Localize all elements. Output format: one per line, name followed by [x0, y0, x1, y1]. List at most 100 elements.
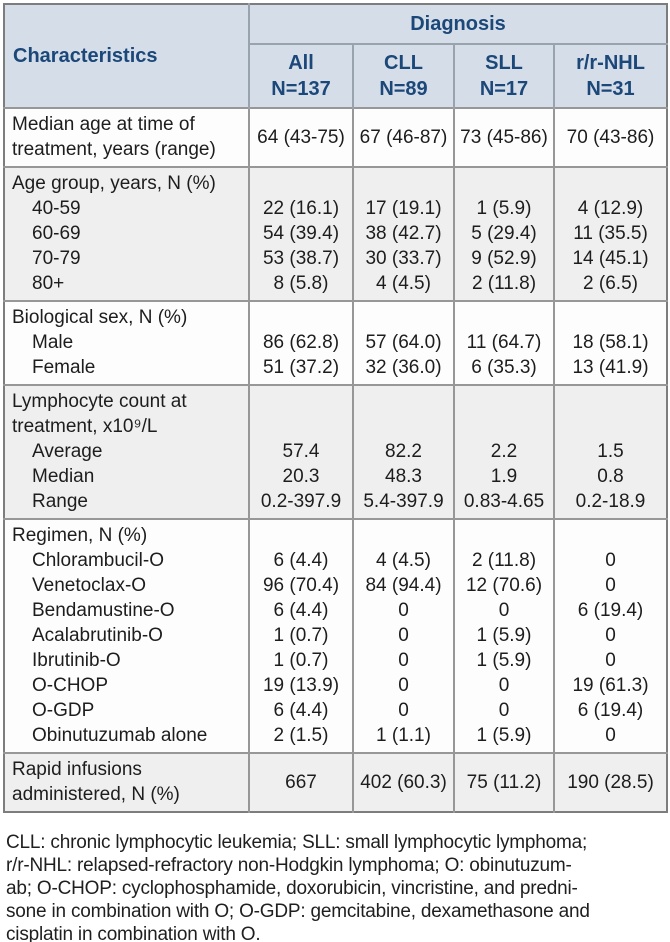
cell-value: 54 (39.4): [248, 221, 353, 246]
table-row: Venetoclax-O 96 (70.4) 84 (94.4) 12 (70.6) 0: [4, 573, 668, 598]
cell-value: 1 (0.7): [248, 623, 353, 648]
cell-value: 38 (42.7): [352, 221, 454, 246]
cell-value: 57 (64.0): [352, 330, 454, 355]
footnote-line: CLL: chronic lymphocytic leukemia; SLL: …: [6, 832, 588, 853]
table-body: Median age at time of treatment, years (…: [4, 107, 668, 812]
cell-value: 6 (4.4): [248, 598, 353, 623]
row-label: Median: [4, 464, 249, 489]
cell-value: 0: [552, 548, 668, 573]
table-row: O-GDP 6 (4.4) 0 0 6 (19.4): [4, 698, 668, 723]
table-row: Acalabrutinib-O 1 (0.7) 0 1 (5.9) 0: [4, 623, 668, 648]
table-row: O-CHOP 19 (13.9) 0 0 19 (61.3): [4, 673, 668, 698]
column-n: N=17: [479, 78, 529, 100]
table-row: 80+ 8 (5.8) 4 (4.5) 2 (11.8) 2 (6.5): [4, 271, 668, 301]
table-row: Obinutuzumab alone 2 (1.5) 1 (1.1) 1 (5.9) 0: [4, 723, 668, 753]
section-label: Age group, years, N (%): [4, 166, 249, 196]
row-label: 40-59: [4, 196, 249, 221]
row-label: Ibrutinib-O: [4, 648, 249, 673]
section-label: Rapid infusions administered, N (%): [4, 752, 249, 812]
table-row: Chlorambucil-O 6 (4.4) 4 (4.5) 2 (11.8) 0: [4, 548, 668, 573]
cell-value: [352, 518, 454, 548]
cell-value: 2 (1.5): [248, 723, 353, 753]
column-header-sll: SLL N=17: [453, 44, 554, 108]
cell-value: 6 (4.4): [248, 698, 353, 723]
cell-value: 96 (70.4): [248, 573, 353, 598]
footnote-line: ab; O-CHOP: cyclophosphamide, doxorubici…: [6, 878, 578, 899]
table-row: Average 57.4 82.2 2.2 1.5: [4, 439, 668, 464]
cell-value: 0: [453, 673, 554, 698]
footnote-line: sone in combination with O; O-GDP: gemci…: [6, 901, 590, 922]
table-row: Male 86 (62.8) 57 (64.0) 11 (64.7) 18 (58.1): [4, 330, 668, 355]
footnote-line: cisplatin in combination with O.: [6, 924, 261, 942]
column-header-diagnosis: Diagnosis: [247, 4, 668, 45]
cell-value: 57.4: [248, 439, 353, 464]
cell-value: 0: [552, 573, 668, 598]
footnote-line: r/r-NHL: relapsed-refractory non-Hodgkin…: [6, 855, 572, 876]
cell-value: 0: [552, 723, 668, 753]
row-label: Male: [4, 330, 249, 355]
row-label: 60-69: [4, 221, 249, 246]
cell-value: 0: [552, 623, 668, 648]
table-row: Range 0.2-397.9 5.4-397.9 0.83-4.65 0.2-18.9: [4, 489, 668, 519]
cell-value: [552, 518, 668, 548]
cell-value: [453, 384, 554, 439]
table-row: Median age at time of treatment, years (…: [4, 107, 668, 167]
column-name: SLL: [485, 52, 523, 74]
cell-value: 5.4-397.9: [352, 489, 454, 519]
cell-value: [552, 300, 668, 330]
cell-value: 19 (61.3): [552, 673, 668, 698]
table-row: Median 20.3 48.3 1.9 0.8: [4, 464, 668, 489]
section-label: Biological sex, N (%): [4, 300, 249, 330]
row-label: Bendamustine-O: [4, 598, 249, 623]
cell-value: [352, 384, 454, 439]
row-label: 80+: [4, 271, 249, 301]
column-header-cll: CLL N=89: [352, 44, 454, 108]
cell-value: 2 (6.5): [552, 271, 668, 301]
table-row: Regimen, N (%): [4, 518, 668, 548]
cell-value: 1 (5.9): [453, 648, 554, 673]
cell-value: 0: [352, 648, 454, 673]
cell-value: 0.8: [552, 464, 668, 489]
cell-value: 11 (35.5): [552, 221, 668, 246]
column-n: N=137: [271, 78, 331, 100]
cell-value: 12 (70.6): [453, 573, 554, 598]
column-name: All: [288, 52, 314, 74]
cell-value: 22 (16.1): [248, 196, 353, 221]
cell-value: 1 (5.9): [453, 196, 554, 221]
cell-value: [453, 518, 554, 548]
section-label: Lymphocyte count at treatment, x10⁹/L: [4, 384, 249, 439]
cell-value: 86 (62.8): [248, 330, 353, 355]
section-label: Median age at time of treatment, years (…: [4, 107, 249, 167]
table-row: Lymphocyte count at treatment, x10⁹/L: [4, 384, 668, 439]
row-label: Range: [4, 489, 249, 519]
cell-value: 82.2: [352, 439, 454, 464]
cell-value: [248, 518, 353, 548]
cell-value: 0.2-397.9: [248, 489, 353, 519]
cell-value: 9 (52.9): [453, 246, 554, 271]
cell-value: 32 (36.0): [352, 355, 454, 385]
cell-value: 1.9: [453, 464, 554, 489]
cell-value: 11 (64.7): [453, 330, 554, 355]
column-header-rr-nhl: r/r-NHL N=31: [552, 44, 668, 108]
table-row: 70-79 53 (38.7) 30 (33.7) 9 (52.9) 14 (45.1): [4, 246, 668, 271]
cell-value: [552, 384, 668, 439]
cell-value: 17 (19.1): [352, 196, 454, 221]
row-label: Obinutuzumab alone: [4, 723, 249, 753]
cell-value: 2 (11.8): [453, 271, 554, 301]
cell-value: 8 (5.8): [248, 271, 353, 301]
cell-value: 1 (1.1): [352, 723, 454, 753]
cell-value: 18 (58.1): [552, 330, 668, 355]
cell-value: [453, 300, 554, 330]
row-label: O-CHOP: [4, 673, 249, 698]
cell-value: 5 (29.4): [453, 221, 554, 246]
cell-value: [352, 300, 454, 330]
row-label: O-GDP: [4, 698, 249, 723]
column-name: r/r-NHL: [576, 52, 645, 74]
column-n: N=89: [379, 78, 428, 100]
cell-value: 84 (94.4): [352, 573, 454, 598]
cell-value: 4 (4.5): [352, 548, 454, 573]
cell-value: 0: [453, 598, 554, 623]
cell-value: [248, 384, 353, 439]
column-n: N=31: [586, 78, 635, 100]
cell-value: 53 (38.7): [248, 246, 353, 271]
